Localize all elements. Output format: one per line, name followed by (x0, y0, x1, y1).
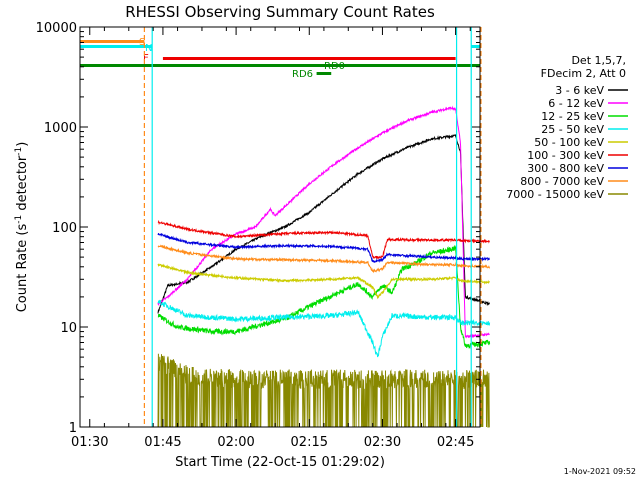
legend-label-7: 800 - 7000 keV (520, 175, 604, 188)
series-line-0 (157, 133, 491, 314)
time-markers (143, 27, 482, 427)
legend-label-3: 25 - 50 keV (541, 123, 604, 136)
flag-rd0-bar (80, 64, 480, 67)
series-line-7 (157, 244, 491, 274)
series-line-2 (157, 245, 491, 350)
y-tick-label-0: 1 (69, 421, 77, 436)
series-line-6 (157, 232, 491, 263)
flag-label-rd0: RD0 (324, 61, 345, 72)
legend-label-6: 300 - 800 keV (527, 162, 604, 175)
chart-title: RHESSI Observing Summary Count Rates (125, 3, 435, 21)
x-axis-label: Start Time (22-Oct-15 01:29:02) (175, 455, 385, 470)
x-tick-label-2: 02:00 (217, 435, 254, 450)
series-line-4 (157, 263, 491, 300)
y-tick-label-3: 1000 (44, 121, 77, 136)
flag-label-rd6: RD6 (292, 69, 313, 80)
flag-night-bar-1 (80, 45, 153, 48)
legend-header-0: Det 1,5,7, (571, 54, 626, 67)
series-line-1 (157, 105, 490, 339)
axes: 01:30 01:45 02:00 02:15 02:30 02:45 1 10 100 1000… (36, 21, 480, 450)
flag-flare-bar (162, 57, 456, 60)
legend-label-8: 7000 - 15000 keV (506, 188, 604, 201)
series-line-5 (157, 219, 490, 260)
x-tick-label-1: 01:45 (144, 435, 181, 450)
flag-night-bar-2 (471, 45, 480, 48)
legend-label-2: 12 - 25 keV (541, 110, 604, 123)
x-tick-label-5: 02:45 (437, 435, 474, 450)
legend-label-1: 6 - 12 keV (548, 97, 604, 110)
flag-rd6-bar (316, 72, 332, 75)
legend-label-5: 100 - 300 keV (527, 149, 604, 162)
y-tick-label-4: 10000 (36, 21, 77, 36)
timestamp: 1-Nov-2021 09:52 (564, 467, 636, 476)
y-axis-label: Count Rate (s-1 detector-1) (14, 142, 30, 313)
y-tick-label-1: 10 (60, 321, 77, 336)
legend-label-4: 50 - 100 keV (534, 136, 604, 149)
x-tick-label-0: 01:30 (71, 435, 108, 450)
legend-header-1: FDecim 2, Att 0 (541, 67, 626, 80)
x-tick-label-4: 02:30 (364, 435, 401, 450)
x-tick-label-3: 02:15 (291, 435, 328, 450)
y-tick-label-2: 100 (52, 221, 77, 236)
flag-label-n: N (145, 43, 152, 54)
series-line-3 (157, 299, 491, 358)
flag-saa-bar-1 (80, 40, 145, 43)
instrument-flags: SNF RD0 RD6 (80, 37, 480, 80)
flag-label-f: F (143, 53, 149, 64)
legend-label-0: 3 - 6 keV (555, 84, 604, 97)
flag-label-s: S (139, 37, 145, 48)
